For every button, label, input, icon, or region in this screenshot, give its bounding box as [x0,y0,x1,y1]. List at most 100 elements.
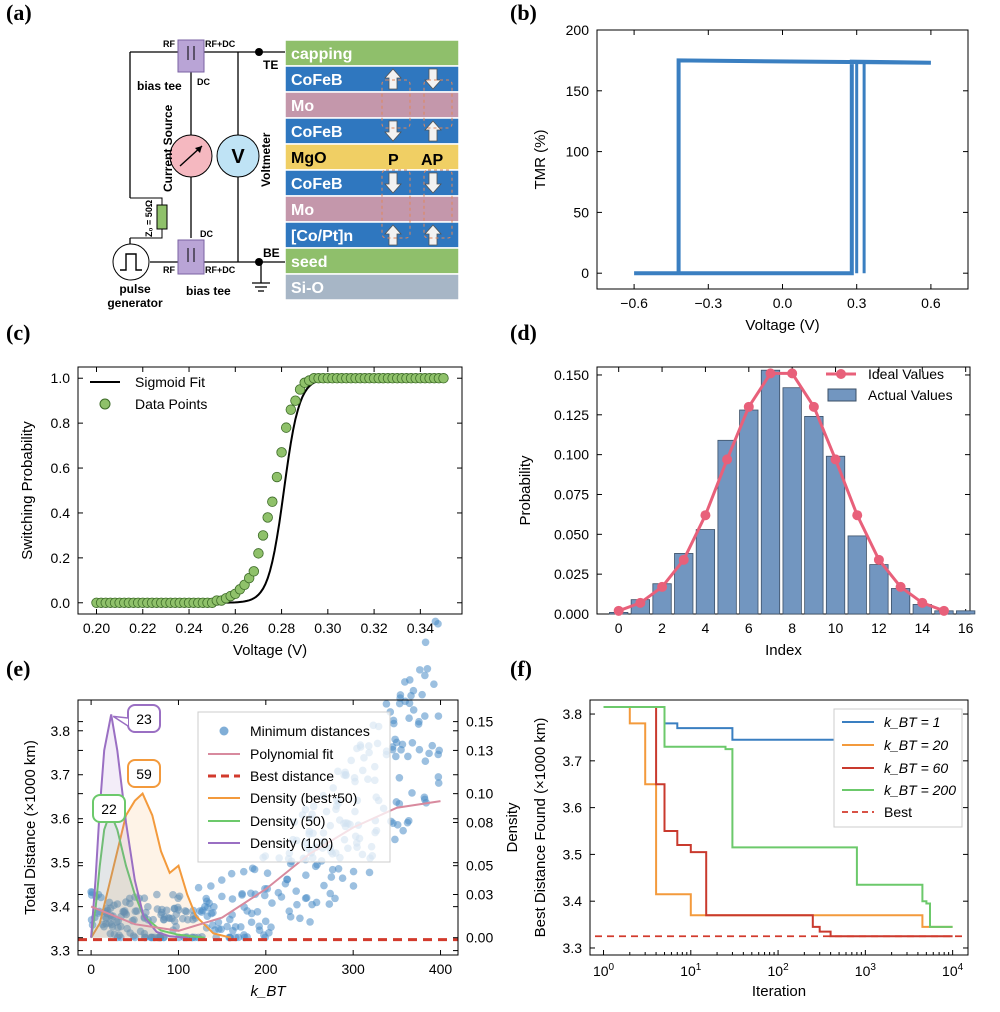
e-legend-label: Density (best*50) [250,790,357,806]
ap-state-label: AP [421,152,444,169]
e-ytick-label: 3.6 [51,811,71,827]
d-legend-actual-swatch [827,388,857,402]
f-xlabel: Iteration [752,983,806,1000]
d-ytick-label: 0.100 [554,447,589,463]
c-data-point [285,404,297,415]
f-axes-frame [589,699,969,956]
rf-bottom-label: RF [163,265,175,275]
f-ytick-label: 3.8 [563,706,583,722]
e-density50-line [90,809,205,939]
e-scatter-point [415,745,424,754]
e-scatter-point [302,871,310,879]
e-scatter-point [231,923,240,931]
e-scatter-point [408,789,416,797]
c-xtick-label: 0.20 [83,620,110,636]
e-scatter-point [399,826,407,835]
b-ylabel: TMR (%) [532,130,549,190]
c-legend-fit-label: Sigmoid Fit [135,374,205,390]
e-scatter-point [286,913,295,921]
e-scatter-point [120,907,129,915]
d-ideal-point [765,368,776,379]
panel-label-a: (a) [6,0,32,25]
e-density50-area [91,812,205,938]
f-xtick-base: 10 [942,963,958,979]
f-xtick-label: 100 [593,962,615,979]
c-data-point [438,373,449,384]
voltmeter-icon [216,134,260,178]
f-xtick-base: 10 [768,963,784,979]
layer-label-8: seed [291,254,327,271]
e-scatter-point [238,891,246,899]
e-scatter-point [227,869,236,878]
e-scatter-point [434,779,443,787]
e-scatter-point [415,717,423,726]
e-scatter-point [217,876,226,884]
e-scatter-point [401,678,409,686]
e-annotation-box [127,759,161,788]
be-label: BE [263,246,280,260]
f-series-line-2 [603,706,953,938]
dashed-region [423,169,453,239]
panel-label-d: (d) [510,320,537,345]
e-scatter-point [320,881,328,890]
e-scatter-point [431,617,440,626]
d-ytick-label: 0.150 [554,367,589,383]
e-annotation-pointer [112,715,129,727]
c-ylabel: Switching Probability [19,421,36,560]
e-scatter-point [122,898,130,906]
d-ideal-point [635,597,646,608]
e-scatter-point [101,913,110,921]
e-scatter-point [325,900,334,908]
d-xtick-label: 2 [658,620,666,636]
e-legend-swatch-scatter [219,726,229,736]
e-scatter-point [327,873,336,881]
e-scatter-point [253,907,262,916]
f-series-line-1 [603,706,953,928]
bias-tee-top [177,39,205,73]
d-ytick-label: 0.050 [554,526,589,542]
c-xtick-label: 0.34 [407,620,434,636]
e-annotation-label: 59 [136,766,152,782]
bias-tee-bottom [177,239,205,275]
e-annotation-label: 22 [101,801,117,817]
e-scatter-point [338,874,347,883]
impedance-label: Z₀ = 50Ω [144,200,154,237]
d-ytick-label: 0.075 [554,486,589,502]
e-scatter-point [255,922,263,931]
e-axes-frame [77,699,459,956]
arrow-up-icon [424,120,442,142]
pulse-label-1: pulse [119,282,151,296]
d-legend-actual-label: Actual Values [868,387,953,403]
e-scatter-point [306,918,314,926]
layer-label-4: MgO [291,150,327,167]
d-ideal-point [700,510,711,521]
d-xlabel: Index [765,642,802,659]
dc-bottom-label: DC [200,229,213,239]
d-ylabel: Probability [517,455,534,526]
c-data-point [262,512,273,523]
c-xtick-label: 0.26 [222,620,249,636]
e-ylabel-right: Density [504,802,521,853]
e-legend-label: Polynomial fit [250,746,333,762]
f-ytick-label: 3.7 [563,753,583,769]
voltmeter-label: Voltmeter [259,132,273,187]
e-ytick-label: 3.3 [51,943,71,959]
e-scatter-point [207,882,215,890]
resistor-icon [156,204,168,230]
d-xtick-label: 16 [958,620,974,636]
d-legend-ideal-marker [836,369,846,379]
e-scatter-point [196,907,204,915]
c-xtick-label: 0.30 [314,620,341,636]
e-scatter-point [194,883,203,892]
d-ideal-point [938,605,949,616]
d-bar [956,610,976,615]
f-legend-label: k_BT = 20 [884,737,948,753]
e-ytick-label-right: 0.10 [466,786,493,802]
c-xtick-label: 0.22 [129,620,156,636]
b-ytick-label: 200 [566,22,590,38]
d-xtick-label: 4 [702,620,710,636]
c-ytick-label: 0.0 [51,595,71,611]
e-scatter-point [268,899,276,907]
f-ytick-label: 3.3 [563,940,583,956]
e-scatter-point [116,933,125,942]
